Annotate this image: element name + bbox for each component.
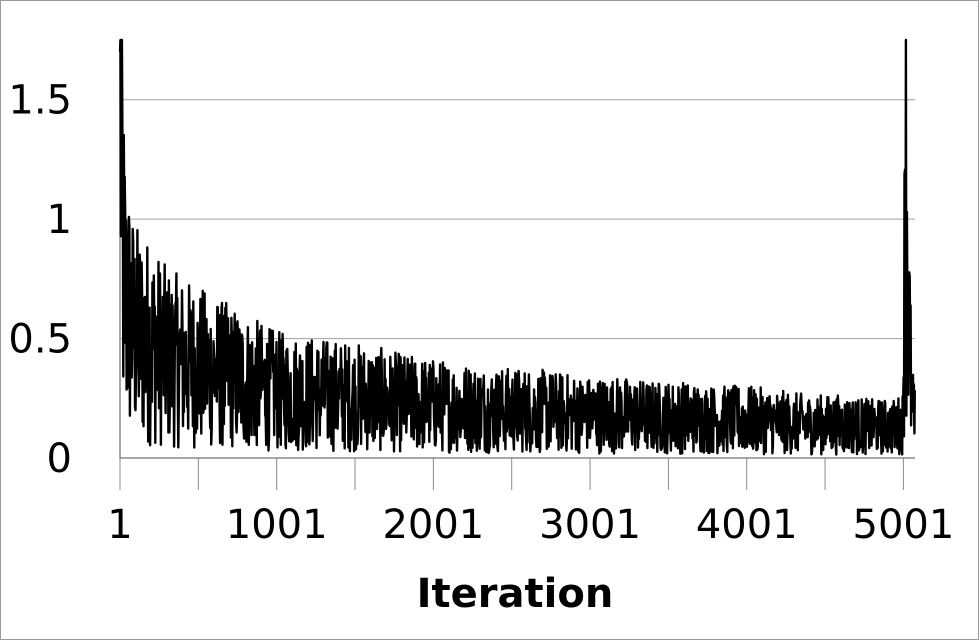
series-line bbox=[118, 38, 916, 456]
x-tick-label: 4001 bbox=[696, 502, 798, 548]
x-tick-label: 5001 bbox=[853, 502, 955, 548]
x-tick-label: 2001 bbox=[382, 502, 484, 548]
y-tick-label: 0 bbox=[47, 436, 72, 482]
x-tick-labels: 1 1001 2001 3001 4001 5001 bbox=[107, 502, 954, 548]
y-tick-label: 0.5 bbox=[8, 317, 72, 363]
x-tick-label: 1 bbox=[107, 502, 132, 548]
y-tick-label: 1 bbox=[47, 197, 72, 243]
x-axis-title: Iteration bbox=[417, 571, 614, 617]
y-tick-label: 1.5 bbox=[8, 78, 72, 124]
gridlines bbox=[120, 99, 915, 340]
y-tick-labels: 0 0.5 1 1.5 bbox=[8, 78, 72, 482]
x-tick-label: 1001 bbox=[226, 502, 328, 548]
x-tick-label: 3001 bbox=[539, 502, 641, 548]
